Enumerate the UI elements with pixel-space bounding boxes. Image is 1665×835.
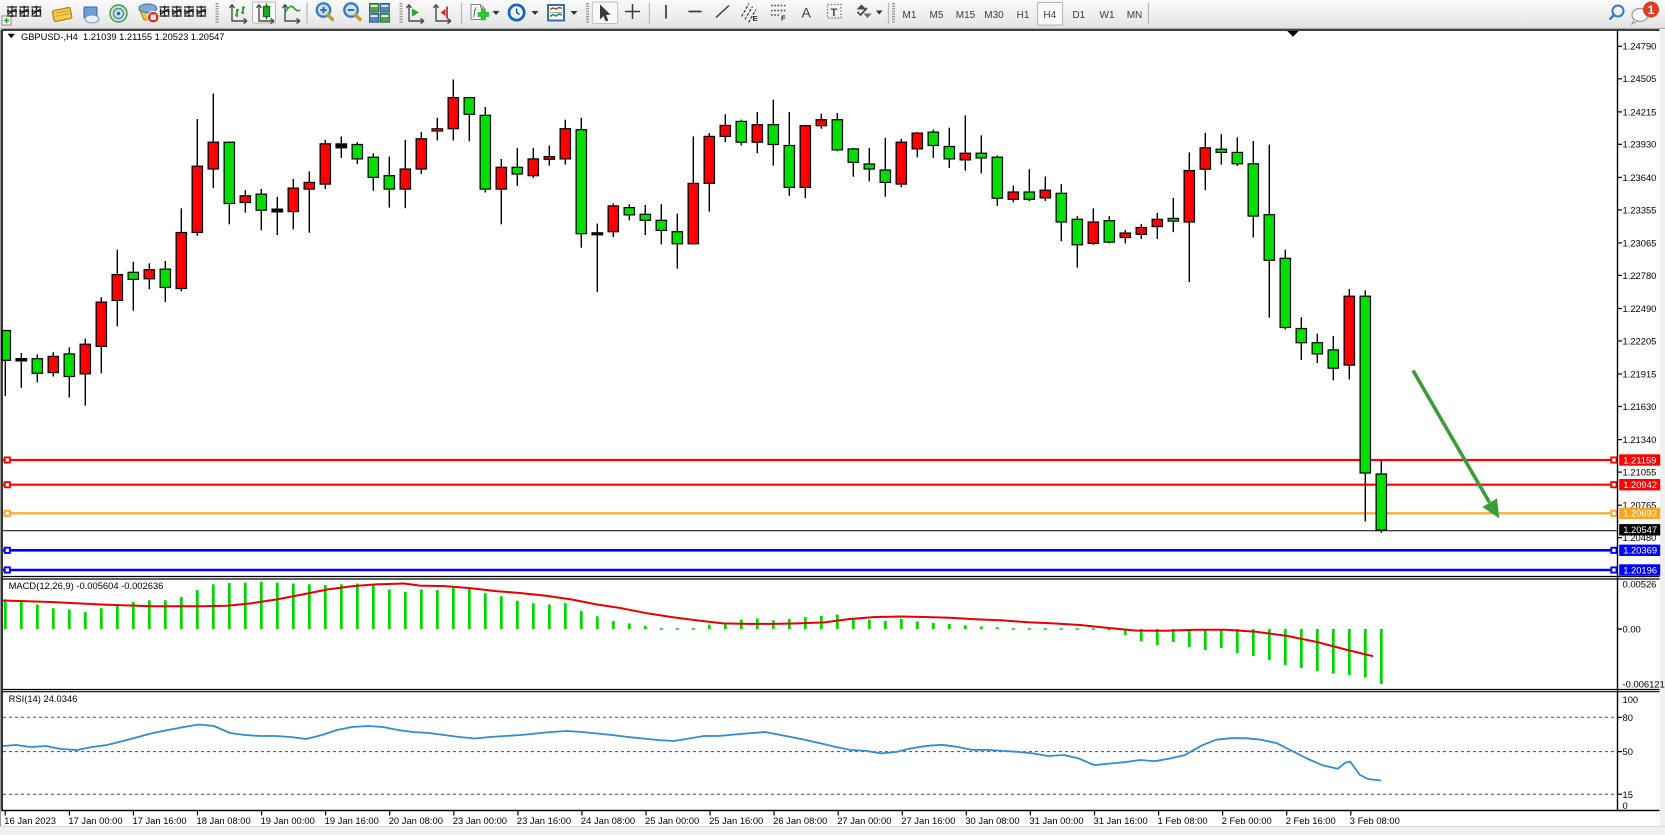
svg-text:50: 50 bbox=[1623, 746, 1633, 757]
svg-text:-0.006121: -0.006121 bbox=[1623, 679, 1665, 690]
svg-text:17 Jan 16:00: 17 Jan 16:00 bbox=[132, 815, 186, 826]
svg-text:1.21915: 1.21915 bbox=[1623, 368, 1657, 379]
svg-text:1.20692: 1.20692 bbox=[1623, 508, 1657, 519]
svg-text:27 Jan 00:00: 27 Jan 00:00 bbox=[837, 815, 891, 826]
svg-text:1.23355: 1.23355 bbox=[1623, 204, 1657, 215]
svg-text:1.22780: 1.22780 bbox=[1623, 270, 1657, 281]
svg-text:20 Jan 08:00: 20 Jan 08:00 bbox=[389, 815, 443, 826]
svg-text:1.20196: 1.20196 bbox=[1623, 564, 1657, 575]
svg-text:27 Jan 16:00: 27 Jan 16:00 bbox=[901, 815, 955, 826]
svg-text:1.20369: 1.20369 bbox=[1623, 545, 1657, 556]
svg-text:H1: H1 bbox=[1017, 10, 1030, 21]
svg-text:M30: M30 bbox=[984, 10, 1004, 21]
svg-text:M5: M5 bbox=[930, 10, 944, 21]
svg-text:25 Jan 16:00: 25 Jan 16:00 bbox=[709, 815, 763, 826]
svg-text:16 Jan 2023: 16 Jan 2023 bbox=[4, 815, 56, 826]
svg-text:1.23065: 1.23065 bbox=[1623, 237, 1657, 248]
svg-text:1.20942: 1.20942 bbox=[1623, 479, 1657, 490]
svg-text:2 Feb 00:00: 2 Feb 00:00 bbox=[1222, 815, 1272, 826]
svg-text:T: T bbox=[831, 7, 838, 19]
svg-text:1.21055: 1.21055 bbox=[1623, 467, 1657, 478]
svg-text:GBPUSD-,H4 1.21039 1.21155 1.: GBPUSD-,H4 1.21039 1.21155 1.20523 1.205… bbox=[21, 32, 224, 42]
svg-text:1: 1 bbox=[1648, 3, 1655, 17]
svg-text:0: 0 bbox=[1623, 800, 1628, 811]
svg-text:3 Feb 08:00: 3 Feb 08:00 bbox=[1350, 815, 1400, 826]
svg-text:24 Jan 08:00: 24 Jan 08:00 bbox=[581, 815, 635, 826]
svg-text:M1: M1 bbox=[903, 10, 917, 21]
svg-text:1.24215: 1.24215 bbox=[1623, 106, 1657, 117]
svg-text:23 Jan 16:00: 23 Jan 16:00 bbox=[517, 815, 571, 826]
svg-text:E: E bbox=[753, 14, 758, 23]
svg-text:MACD(12,26,9) -0.005604 -0.002: MACD(12,26,9) -0.005604 -0.002636 bbox=[9, 580, 164, 591]
svg-text:15: 15 bbox=[1623, 789, 1633, 800]
svg-text:1.23640: 1.23640 bbox=[1623, 172, 1657, 183]
svg-text:f: f bbox=[473, 6, 478, 18]
svg-text:18 Jan 08:00: 18 Jan 08:00 bbox=[197, 815, 251, 826]
svg-text:30 Jan 08:00: 30 Jan 08:00 bbox=[965, 815, 1019, 826]
svg-text:1.22205: 1.22205 bbox=[1623, 335, 1657, 346]
svg-text:F: F bbox=[781, 14, 786, 23]
svg-text:1.23930: 1.23930 bbox=[1623, 139, 1657, 150]
svg-text:D1: D1 bbox=[1072, 10, 1085, 21]
svg-text:1.21630: 1.21630 bbox=[1623, 401, 1657, 412]
svg-text:0.00526: 0.00526 bbox=[1623, 578, 1657, 589]
svg-text:RSI(14) 24.0346: RSI(14) 24.0346 bbox=[9, 693, 78, 704]
svg-text:1.22490: 1.22490 bbox=[1623, 303, 1657, 314]
svg-text:2 Feb 16:00: 2 Feb 16:00 bbox=[1286, 815, 1336, 826]
svg-text:M15: M15 bbox=[956, 10, 976, 21]
svg-text:31 Jan 16:00: 31 Jan 16:00 bbox=[1093, 815, 1147, 826]
svg-text:MN: MN bbox=[1127, 10, 1143, 21]
svg-text:0.00: 0.00 bbox=[1623, 623, 1641, 634]
svg-text:19 Jan 00:00: 19 Jan 00:00 bbox=[261, 815, 315, 826]
svg-text:31 Jan 00:00: 31 Jan 00:00 bbox=[1029, 815, 1083, 826]
svg-text:80: 80 bbox=[1623, 712, 1633, 723]
svg-text:100: 100 bbox=[1623, 694, 1639, 705]
svg-text:1 Feb 08:00: 1 Feb 08:00 bbox=[1158, 815, 1208, 826]
svg-text:1.20765: 1.20765 bbox=[1623, 500, 1657, 511]
svg-text:1.24790: 1.24790 bbox=[1623, 41, 1657, 52]
svg-text:26 Jan 08:00: 26 Jan 08:00 bbox=[773, 815, 827, 826]
svg-text:A: A bbox=[802, 5, 812, 21]
svg-text:1.21159: 1.21159 bbox=[1623, 454, 1656, 465]
svg-text:1.21340: 1.21340 bbox=[1623, 434, 1657, 445]
svg-text:H4: H4 bbox=[1043, 10, 1056, 21]
svg-text:19 Jan 16:00: 19 Jan 16:00 bbox=[325, 815, 379, 826]
svg-text:1.20547: 1.20547 bbox=[1623, 524, 1657, 535]
svg-text:25 Jan 00:00: 25 Jan 00:00 bbox=[645, 815, 699, 826]
svg-text:W1: W1 bbox=[1100, 10, 1115, 21]
svg-text:1.24505: 1.24505 bbox=[1623, 73, 1657, 84]
svg-text:1.20480: 1.20480 bbox=[1623, 532, 1657, 543]
svg-text:23 Jan 00:00: 23 Jan 00:00 bbox=[453, 815, 507, 826]
svg-text:17 Jan 00:00: 17 Jan 00:00 bbox=[68, 815, 122, 826]
